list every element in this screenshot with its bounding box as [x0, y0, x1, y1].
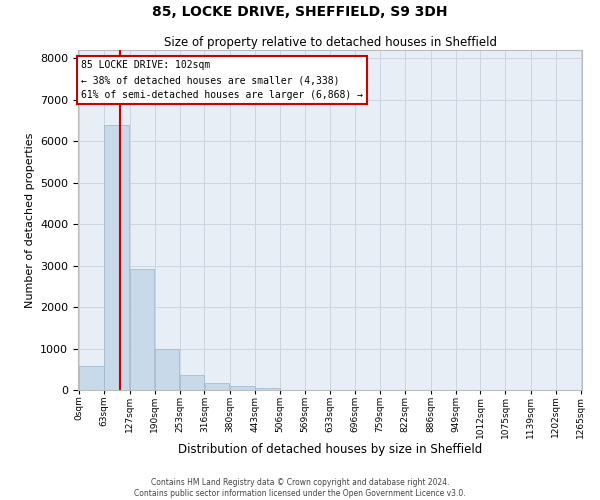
- Bar: [179, 375, 205, 390]
- Bar: [155, 350, 179, 390]
- Y-axis label: Number of detached properties: Number of detached properties: [25, 132, 35, 308]
- Bar: [255, 388, 280, 390]
- Bar: [79, 366, 104, 390]
- Bar: [230, 386, 255, 390]
- Bar: [205, 383, 229, 390]
- X-axis label: Distribution of detached houses by size in Sheffield: Distribution of detached houses by size …: [178, 443, 482, 456]
- Text: 85 LOCKE DRIVE: 102sqm
← 38% of detached houses are smaller (4,338)
61% of semi-: 85 LOCKE DRIVE: 102sqm ← 38% of detached…: [81, 60, 363, 100]
- Bar: [104, 124, 129, 390]
- Text: Contains HM Land Registry data © Crown copyright and database right 2024.
Contai: Contains HM Land Registry data © Crown c…: [134, 478, 466, 498]
- Title: Size of property relative to detached houses in Sheffield: Size of property relative to detached ho…: [163, 36, 497, 49]
- Bar: [130, 269, 154, 390]
- Text: 85, LOCKE DRIVE, SHEFFIELD, S9 3DH: 85, LOCKE DRIVE, SHEFFIELD, S9 3DH: [152, 5, 448, 19]
